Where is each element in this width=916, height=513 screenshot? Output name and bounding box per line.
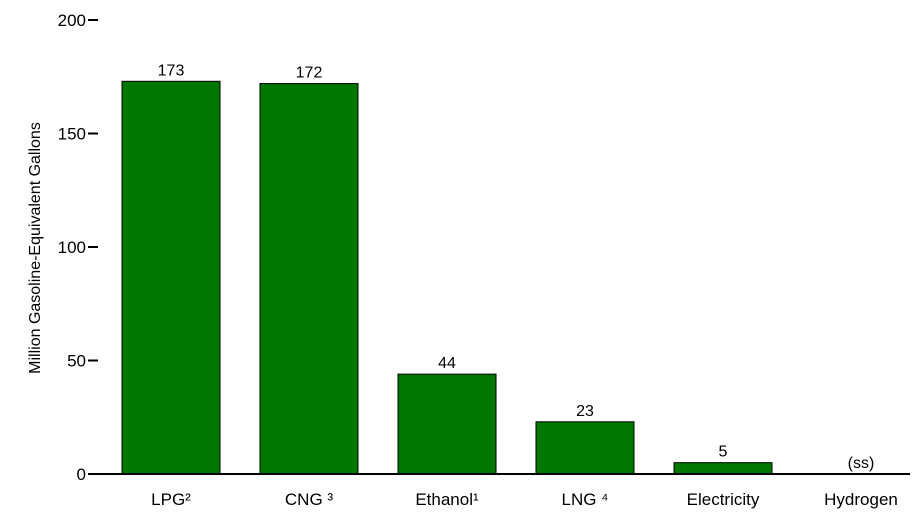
x-tick-label: Electricity bbox=[687, 490, 760, 509]
y-tick-label: 50 bbox=[67, 352, 86, 371]
bars-group bbox=[121, 80, 773, 475]
x-tick-label: CNG ³ bbox=[285, 490, 334, 509]
x-axis: LPG² CNG ³ Ethanol¹ LNG ⁴ Electricity Hydroge… bbox=[151, 490, 898, 509]
x-tick-label: Ethanol¹ bbox=[415, 490, 479, 509]
bar bbox=[535, 421, 635, 475]
data-labels-group: 173 172 44 23 5 (ss) bbox=[158, 62, 875, 472]
bar bbox=[259, 83, 359, 475]
x-tick-label: Hydrogen bbox=[824, 490, 898, 509]
y-tick-label: 0 bbox=[77, 465, 86, 484]
data-label: 172 bbox=[296, 65, 323, 82]
data-label: 44 bbox=[438, 355, 456, 372]
y-tick-label: 100 bbox=[58, 238, 86, 257]
x-tick-label: LPG² bbox=[151, 490, 191, 509]
data-label: 173 bbox=[158, 62, 185, 79]
y-tick-label: 150 bbox=[58, 125, 86, 144]
y-axis-label: Million Gasoline-Equivalent Gallons bbox=[27, 122, 44, 374]
y-tick-label: 200 bbox=[58, 11, 86, 30]
data-label: (ss) bbox=[848, 455, 875, 472]
x-tick-label: LNG ⁴ bbox=[562, 490, 609, 509]
data-label: 23 bbox=[576, 403, 594, 420]
bar bbox=[673, 462, 773, 475]
y-axis: 0 50 100 150 200 bbox=[58, 11, 98, 484]
bar bbox=[397, 373, 497, 475]
bar bbox=[121, 80, 221, 475]
data-label: 5 bbox=[719, 444, 728, 461]
